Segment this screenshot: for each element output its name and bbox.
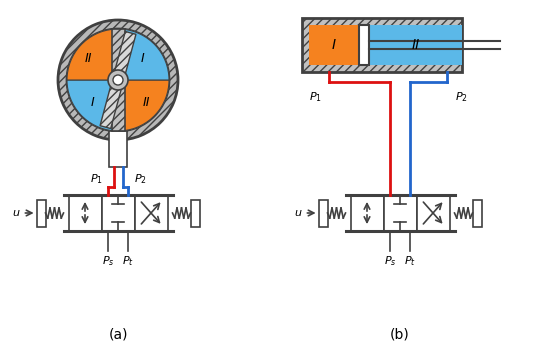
Circle shape <box>108 70 128 90</box>
Text: $u$: $u$ <box>294 208 302 218</box>
Text: $u$: $u$ <box>12 208 20 218</box>
Text: $P_1$: $P_1$ <box>309 90 321 104</box>
Polygon shape <box>100 31 136 128</box>
Text: $P_2$: $P_2$ <box>455 90 468 104</box>
Bar <box>383 195 416 231</box>
Text: (b): (b) <box>390 328 410 342</box>
Bar <box>190 199 200 227</box>
Bar <box>318 199 327 227</box>
Circle shape <box>67 29 169 131</box>
Text: I: I <box>91 95 95 109</box>
Bar <box>36 199 46 227</box>
Text: I: I <box>332 38 336 52</box>
Bar <box>369 25 462 65</box>
Bar <box>109 131 127 167</box>
Bar <box>302 18 462 72</box>
Bar <box>112 29 124 131</box>
Bar <box>309 25 359 65</box>
Bar <box>359 25 369 65</box>
Text: II: II <box>142 95 150 109</box>
Bar <box>69 195 102 231</box>
Text: I: I <box>141 52 145 64</box>
Bar <box>309 25 462 65</box>
Text: $P_2$: $P_2$ <box>134 172 146 186</box>
Bar <box>416 195 449 231</box>
Text: $P_s$: $P_s$ <box>102 254 114 268</box>
Text: $P_t$: $P_t$ <box>122 254 134 268</box>
Wedge shape <box>67 80 118 131</box>
Circle shape <box>113 75 123 85</box>
Text: II: II <box>84 52 92 64</box>
Bar <box>472 199 481 227</box>
Bar <box>135 195 168 231</box>
Wedge shape <box>118 29 169 80</box>
Wedge shape <box>58 20 178 140</box>
Bar <box>102 195 135 231</box>
Bar <box>350 195 383 231</box>
Wedge shape <box>67 29 118 80</box>
Text: $P_t$: $P_t$ <box>404 254 416 268</box>
Wedge shape <box>118 80 169 131</box>
Text: $P_s$: $P_s$ <box>384 254 397 268</box>
Text: $P_1$: $P_1$ <box>90 172 102 186</box>
Text: (a): (a) <box>108 328 128 342</box>
Text: II: II <box>411 38 420 52</box>
